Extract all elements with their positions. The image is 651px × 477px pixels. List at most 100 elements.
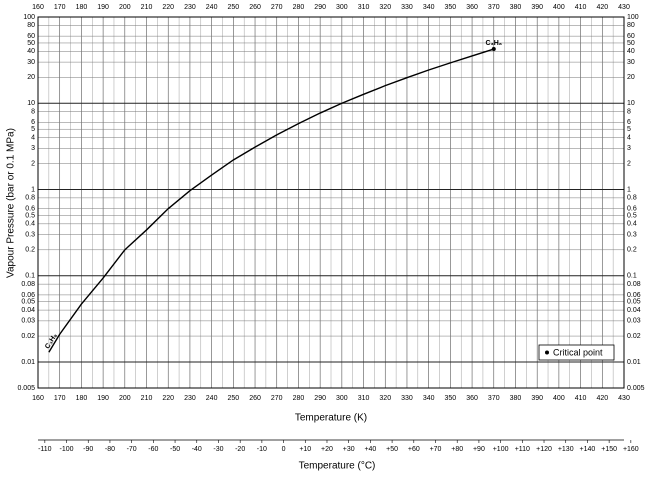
x-tick-label: 380	[510, 4, 522, 11]
annotation: C₃H₈	[485, 40, 502, 47]
y-tick-label: 0.6	[25, 205, 35, 212]
y-tick-label: 0.2	[627, 247, 637, 254]
y-tick-label: 10	[27, 100, 35, 107]
x-tick-label: 230	[184, 4, 196, 11]
x-tick-label: 170	[54, 395, 66, 402]
y-tick-label: 2	[627, 160, 631, 167]
x-tick-label: 290	[314, 4, 326, 11]
x2-tick-label: 0	[282, 446, 286, 453]
x-tick-label: 330	[401, 4, 413, 11]
x-tick-label: 190	[97, 395, 109, 402]
y-tick-label: 20	[627, 74, 635, 81]
y-tick-label: 5	[31, 126, 35, 133]
x2-tick-label: +10	[299, 446, 311, 453]
x-tick-label: 160	[32, 395, 44, 402]
legend-marker	[545, 350, 549, 355]
y-tick-label: 0.04	[21, 307, 35, 314]
x2-tick-label: +130	[558, 446, 574, 453]
x-tick-label: 300	[336, 395, 348, 402]
x-tick-label: 430	[618, 395, 630, 402]
y-tick-label: 80	[627, 22, 635, 29]
y-tick-label: 20	[27, 74, 35, 81]
x-tick-label: 270	[271, 395, 283, 402]
y-tick-label: 1	[627, 186, 631, 193]
y-tick-label: 0.5	[25, 212, 35, 219]
y-tick-label: 100	[23, 14, 35, 21]
x-tick-label: 200	[119, 4, 131, 11]
x-tick-label: 360	[466, 4, 478, 11]
x-tick-label: 400	[553, 4, 565, 11]
x2-tick-label: -20	[235, 446, 245, 453]
y-tick-label: 0.03	[627, 318, 641, 325]
y-tick-label: 0.8	[25, 195, 35, 202]
x-tick-label: 200	[119, 395, 131, 402]
y-tick-label: 6	[31, 119, 35, 126]
x-tick-label: 320	[379, 395, 391, 402]
x-tick-label: 310	[358, 4, 370, 11]
x-tick-label: 220	[162, 4, 174, 11]
y-tick-label: 60	[627, 33, 635, 40]
y-tick-label: 0.03	[21, 318, 35, 325]
x-tick-label: 340	[423, 4, 435, 11]
y-tick-label: 4	[31, 134, 35, 141]
y-tick-label: 0.06	[21, 292, 35, 299]
x2-tick-label: +150	[601, 446, 617, 453]
x-tick-label: 380	[510, 395, 522, 402]
y-tick-label: 8	[627, 108, 631, 115]
x-tick-label: 280	[293, 4, 305, 11]
x-tick-label: 260	[249, 395, 261, 402]
y-tick-label: 0.02	[627, 333, 641, 340]
x2-tick-label: +160	[623, 446, 639, 453]
y-tick-label: 1	[31, 186, 35, 193]
y-tick-label: 0.8	[627, 195, 637, 202]
y-tick-label: 3	[31, 145, 35, 152]
x-tick-label: 390	[531, 4, 543, 11]
y-tick-label: 80	[27, 22, 35, 29]
x-tick-label: 400	[553, 395, 565, 402]
curve	[48, 48, 494, 353]
x2-tick-label: +110	[515, 446, 530, 453]
x-tick-label: 350	[445, 4, 457, 11]
x2-tick-label: -40	[192, 446, 202, 453]
x-tick-label: 330	[401, 395, 413, 402]
y-tick-label: 100	[627, 14, 639, 21]
y-tick-label: 2	[31, 160, 35, 167]
x2-tick-label: -100	[60, 446, 74, 453]
x-tick-label: 250	[227, 395, 239, 402]
x2-tick-label: +50	[386, 446, 398, 453]
x-tick-label: 240	[206, 4, 218, 11]
x-tick-label: 230	[184, 395, 196, 402]
x-tick-label: 250	[227, 4, 239, 11]
x-tick-label: 220	[162, 395, 174, 402]
annotation: C₃H₈	[44, 332, 59, 350]
y-tick-label: 0.1	[627, 273, 637, 280]
x-tick-label: 370	[488, 4, 500, 11]
x2-tick-label: +100	[493, 446, 509, 453]
x2-tick-label: +20	[321, 446, 333, 453]
y-tick-label: 0.04	[627, 307, 641, 314]
x-tick-label: 210	[141, 395, 153, 402]
x2-tick-label: +30	[343, 446, 355, 453]
x2-tick-label: +140	[580, 446, 596, 453]
legend-label: Critical point	[553, 347, 603, 357]
y-tick-label: 8	[31, 108, 35, 115]
x-tick-label: 170	[54, 4, 66, 11]
x-tick-label: 300	[336, 4, 348, 11]
y-tick-label: 10	[627, 100, 635, 107]
y-tick-label: 0.4	[627, 221, 637, 228]
y-tick-label: 0.02	[21, 333, 35, 340]
x2-tick-label: +90	[473, 446, 485, 453]
x-tick-label: 340	[423, 395, 435, 402]
y-tick-label: 0.1	[25, 273, 35, 280]
x2-tick-label: +60	[408, 446, 420, 453]
x2-tick-label: +80	[451, 446, 463, 453]
y-tick-label: 40	[627, 48, 635, 55]
x-tick-label: 420	[596, 395, 608, 402]
x2-tick-label: -80	[105, 446, 115, 453]
x2-tick-label: -60	[148, 446, 158, 453]
x-tick-label: 240	[206, 395, 218, 402]
x-tick-label: 410	[575, 4, 587, 11]
x-tick-label: 210	[141, 4, 153, 11]
x-tick-label: 160	[32, 4, 44, 11]
